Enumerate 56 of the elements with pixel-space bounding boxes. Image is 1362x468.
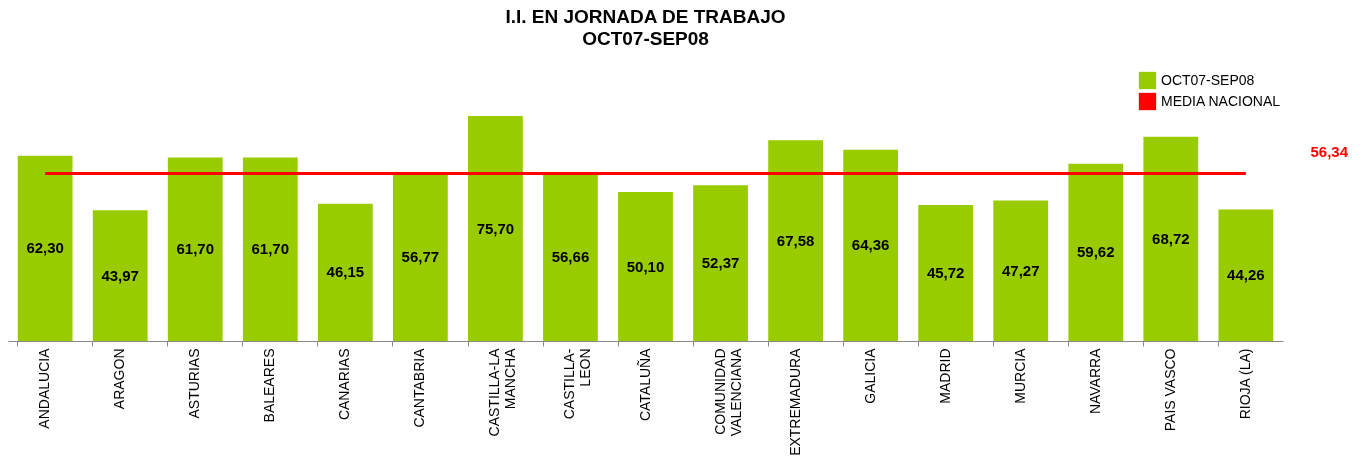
bar — [1218, 209, 1274, 341]
bar — [843, 149, 899, 341]
bar — [543, 172, 598, 341]
bar — [242, 157, 298, 341]
bar — [768, 140, 823, 341]
x-tick-label: ANDALUCIA — [36, 347, 53, 429]
x-tick-label: CASTILLA- LEON — [561, 348, 594, 420]
x-tick-label: CANARIAS — [336, 348, 353, 421]
data-label: 59,62 — [1076, 243, 1115, 261]
x-tick-label: COMUNIDAD VALENCIANA — [711, 347, 744, 437]
bar — [17, 155, 73, 341]
bar — [1143, 136, 1199, 341]
chart-title: I.I. EN JORNADA DE TRABAJO — [505, 6, 786, 27]
bar — [918, 205, 974, 341]
x-tick-label: MURCIA — [1011, 347, 1028, 404]
legend-label: MEDIA NACIONAL — [1161, 92, 1281, 109]
bar — [317, 203, 373, 341]
x-tick-label: CANTABRIA — [411, 347, 428, 428]
data-label: 64,36 — [851, 236, 890, 254]
bar — [993, 200, 1049, 341]
x-tick-label: EXTREMADURA — [786, 347, 803, 456]
bar — [618, 192, 673, 341]
data-label: 46,15 — [326, 263, 365, 281]
data-label: 67,58 — [776, 231, 815, 249]
text: 56,34 — [1310, 142, 1349, 160]
data-label: 45,72 — [926, 264, 965, 282]
data-label: 44,26 — [1227, 266, 1265, 284]
x-tick-label: CATALUÑA — [636, 347, 653, 422]
bar — [468, 116, 523, 341]
bar — [167, 157, 223, 341]
chart-subtitle: OCT07-SEP08 — [582, 28, 709, 49]
x-tick-label: ARAGON — [111, 348, 128, 410]
data-label: 62,30 — [26, 239, 64, 257]
data-label: 52,37 — [701, 254, 740, 272]
x-tick-label: RIOJA (LA) — [1236, 348, 1253, 420]
data-label: 50,10 — [626, 257, 665, 275]
data-label: 75,70 — [476, 219, 515, 237]
bar — [1068, 163, 1124, 341]
x-tick-label: BALEARES — [261, 348, 278, 423]
x-tick-label: PAIS VASCO — [1161, 348, 1178, 432]
data-label: 61,70 — [251, 240, 290, 258]
bar — [92, 210, 148, 341]
data-label: 47,27 — [1001, 261, 1040, 279]
x-tick-label: MADRID — [936, 348, 953, 404]
data-label: 56,77 — [401, 247, 440, 265]
x-tick-label: CASTILLA-LA MANCHA — [486, 347, 519, 437]
data-label: 56,66 — [551, 247, 590, 265]
x-tick-label: ASTURIAS — [186, 348, 203, 419]
data-label: 43,97 — [101, 266, 139, 284]
x-tick-label: GALICIA — [861, 347, 878, 404]
bar — [392, 172, 448, 341]
legend-label: OCT07-SEP08 — [1161, 71, 1255, 88]
data-label: 68,72 — [1152, 229, 1190, 247]
data-label: 61,70 — [176, 240, 215, 258]
bar — [693, 185, 748, 341]
x-tick-label: NAVARRA — [1086, 347, 1103, 415]
